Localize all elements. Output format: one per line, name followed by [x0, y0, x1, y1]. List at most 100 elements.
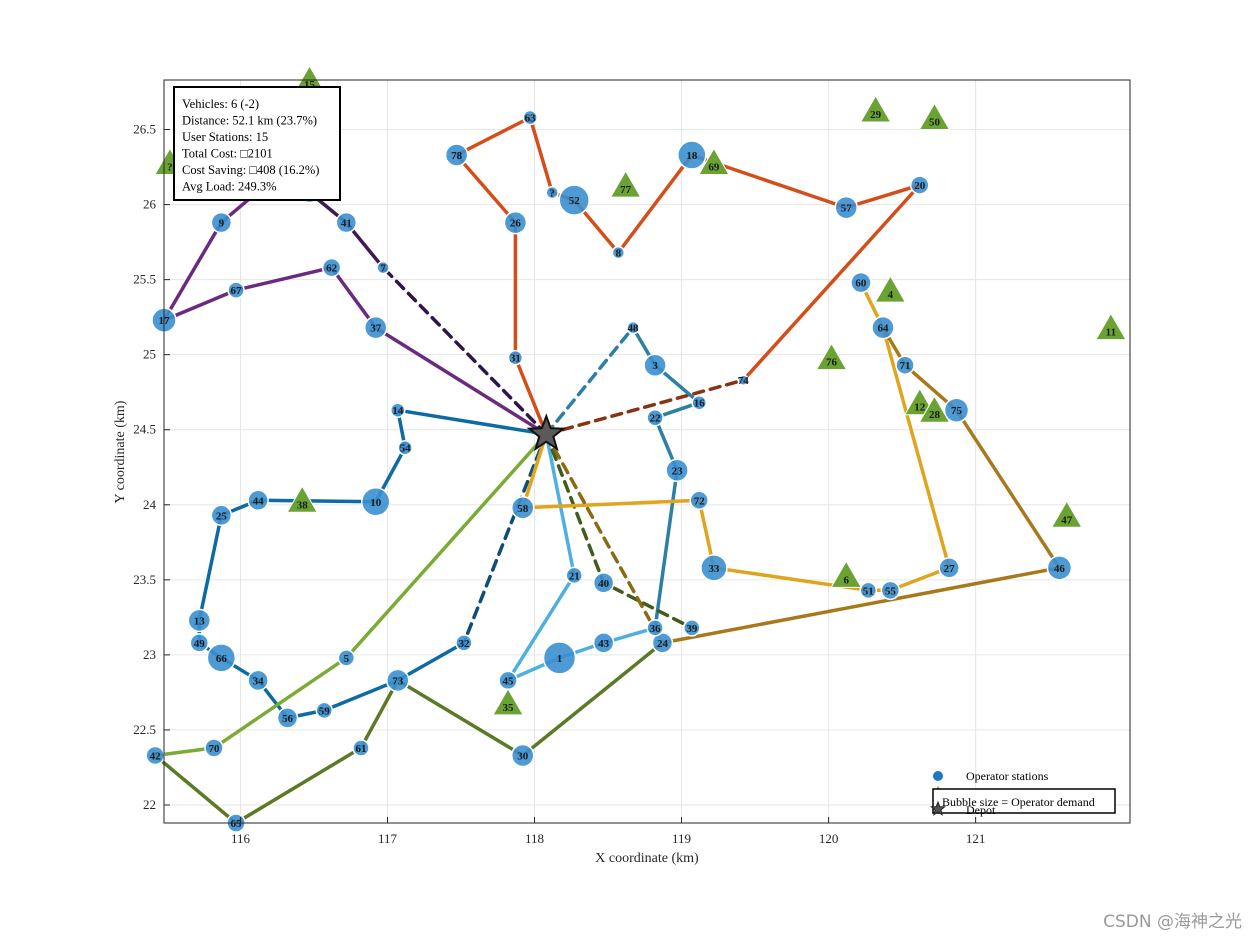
operator-station-marker [677, 140, 707, 170]
y-tick-label: 25 [143, 347, 156, 362]
operator-station-label: 9 [219, 218, 225, 230]
operator-station-label: 73 [392, 675, 404, 687]
operator-station-label: 16 [694, 398, 706, 410]
operator-station-label: 71 [900, 360, 911, 372]
y-tick-label: 22.5 [133, 722, 156, 737]
operator-station-marker [507, 349, 524, 366]
user-station-marker [609, 170, 642, 198]
operator-station-marker [880, 580, 901, 601]
operator-station-marker [737, 374, 750, 386]
operator-station-marker [227, 281, 245, 299]
legend-depot-label: Depot [966, 803, 996, 817]
operator-station-label: 8 [616, 248, 622, 260]
operator-station-marker [444, 143, 469, 167]
operator-station-marker [390, 402, 406, 418]
operator-station-label: 64 [877, 323, 889, 335]
operator-station-label: 61 [356, 743, 367, 755]
user-station-label: 35 [503, 702, 515, 714]
user-station-label: 6 [843, 574, 849, 586]
user-station-marker [1050, 500, 1083, 528]
route-11 [153, 432, 549, 758]
operator-station-label: 70 [208, 743, 220, 755]
legend-depot-marker [929, 800, 947, 816]
operator-station-label: 63 [525, 113, 537, 125]
operator-station-marker [565, 566, 583, 585]
operator-station-label: 18 [686, 150, 698, 162]
operator-station-marker [592, 632, 615, 654]
operator-station-label: 46 [1054, 563, 1066, 575]
operator-station-marker [943, 397, 970, 423]
operator-station-label: 48 [628, 323, 640, 335]
operator-station-label: 49 [194, 638, 206, 650]
operator-station-label: 65 [231, 818, 243, 830]
operator-station-label: 72 [694, 495, 706, 507]
operator-station-marker [689, 490, 709, 511]
route-1 [381, 265, 549, 436]
legend: Operator stations User stations (highlig… [929, 769, 1116, 817]
operator-station-marker [455, 634, 473, 652]
user-station-marker [859, 95, 892, 123]
operator-station-label: 30 [517, 750, 529, 762]
user-station-marker [918, 102, 951, 131]
operator-station-label: 44 [253, 495, 265, 507]
operator-station-marker [247, 489, 269, 512]
operator-station-marker [643, 353, 667, 377]
operator-station-label: 58 [517, 503, 529, 515]
watermark: CSDN @海神之光 [1103, 912, 1242, 932]
route-12 [153, 641, 665, 825]
user-station-label: 69 [708, 162, 720, 174]
user-station-label: 50 [929, 117, 941, 129]
operator-station-label: 66 [216, 653, 228, 665]
operator-station-marker [522, 109, 538, 126]
operator-station-label: 21 [569, 570, 580, 582]
operator-station-marker [376, 260, 390, 275]
x-tick-label: 120 [819, 831, 839, 846]
operator-station-marker [592, 572, 615, 594]
operator-stations: 1357891013141617182021222324252627303132… [145, 109, 1073, 833]
user-station-label: 28 [929, 409, 941, 421]
info-total-cost: Total Cost: □2101 [182, 147, 273, 161]
operator-station-label: 22 [650, 413, 662, 425]
route-5 [544, 378, 746, 436]
operator-station-marker [189, 633, 210, 653]
x-tick-label: 116 [231, 831, 251, 846]
operator-station-label: 51 [863, 585, 874, 597]
axis-ticks: 116 117 118 119 120 1212222.52323.52424.52525… [133, 122, 985, 846]
operator-station-label: 40 [598, 578, 610, 590]
legend-note-box [932, 788, 1116, 814]
operator-station-label: 41 [341, 218, 352, 230]
operator-station-label: 57 [841, 203, 853, 215]
user-station-label: 15 [304, 79, 316, 91]
plot-frame [163, 79, 1131, 824]
operator-station-marker [352, 739, 370, 757]
operator-station-label: 74 [738, 375, 750, 387]
legend-bubble-note: Bubble size = Operator demand [942, 795, 1095, 809]
operator-station-label: 59 [319, 705, 331, 717]
operator-station-label: 7 [380, 263, 386, 275]
y-tick-label: 25.5 [133, 272, 156, 287]
x-tick-label: 118 [525, 831, 544, 846]
operator-station-marker [511, 743, 535, 768]
operator-station-label: 13 [194, 615, 206, 627]
operator-station-marker [187, 608, 212, 633]
operator-station-marker [542, 641, 577, 675]
operator-station-label: 32 [458, 638, 470, 650]
operator-station-marker [691, 394, 707, 411]
route-9 [544, 325, 635, 436]
depot-star [526, 413, 567, 452]
operator-station-label: 67 [231, 285, 243, 297]
operator-station-label: 45 [503, 675, 515, 687]
operator-station-marker [206, 643, 237, 673]
legend-operator-marker [933, 771, 943, 781]
operator-station-marker [611, 245, 626, 260]
operator-station-label: 25 [216, 510, 228, 522]
user-station-label: 11 [1106, 327, 1116, 339]
operator-station-marker [850, 271, 872, 294]
route-7 [462, 432, 549, 645]
operator-station-marker [558, 184, 590, 216]
user-station-label: 12 [914, 402, 926, 414]
route-15 [544, 432, 665, 645]
operator-station-label: 75 [951, 405, 963, 417]
operator-station-label: 39 [686, 623, 698, 635]
x-tick-label: 121 [966, 831, 986, 846]
